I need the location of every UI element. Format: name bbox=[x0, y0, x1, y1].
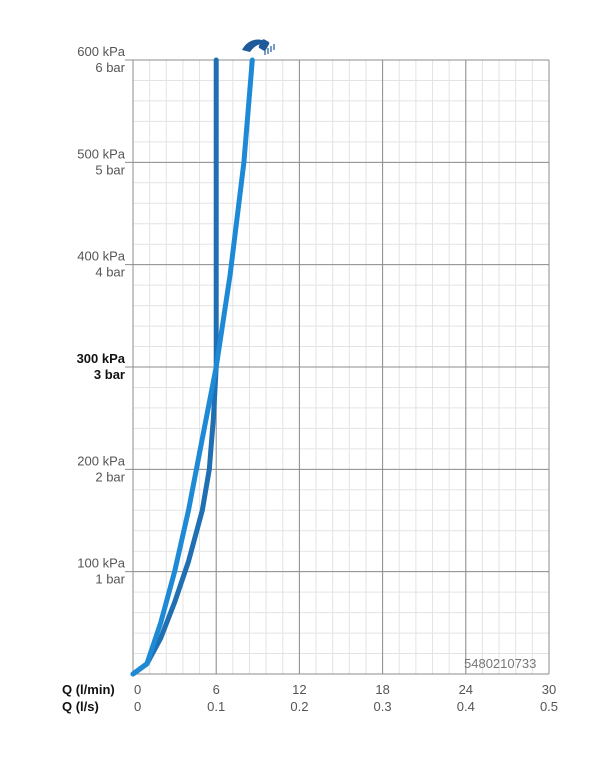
y-tick-label-bar: 2 bar bbox=[95, 469, 125, 484]
y-tick-label-kpa: 600 kPa bbox=[77, 44, 125, 59]
y-tick-label-bar: 3 bar bbox=[94, 367, 125, 382]
x-tick-label-primary: 30 bbox=[542, 682, 556, 697]
x-tick-label-secondary: 0.1 bbox=[207, 699, 225, 714]
y-tick-label-bar: 5 bar bbox=[95, 162, 125, 177]
x-tick-label-secondary: 0.3 bbox=[374, 699, 392, 714]
y-tick-label-bar: 6 bar bbox=[95, 60, 125, 75]
x-tick-label-primary: 0 bbox=[134, 682, 141, 697]
y-tick-label-kpa: 200 kPa bbox=[77, 453, 125, 468]
y-tick-label-kpa: 100 kPa bbox=[77, 556, 125, 571]
y-tick-label-kpa: 300 kPa bbox=[77, 351, 126, 366]
x-tick-label-secondary: 0.4 bbox=[457, 699, 475, 714]
series-layer bbox=[130, 57, 255, 677]
x-tick-label-primary: 6 bbox=[213, 682, 220, 697]
shower-head-icon bbox=[242, 39, 275, 55]
series-line-2 bbox=[130, 57, 255, 677]
x-axis-unit-secondary: Q (l/s) bbox=[62, 699, 99, 714]
x-axis-unit-primary: Q (l/min) bbox=[62, 682, 115, 697]
x-tick-label-primary: 12 bbox=[292, 682, 306, 697]
y-tick-label-kpa: 500 kPa bbox=[77, 146, 125, 161]
y-tick-label-bar: 4 bar bbox=[95, 265, 125, 280]
x-axis-labels: 0 0 6 0.1 12 0.2 18 0.3 24 0.4 30 0.5 bbox=[134, 682, 558, 714]
x-tick-label-secondary: 0.5 bbox=[540, 699, 558, 714]
x-tick-label-secondary: 0.2 bbox=[290, 699, 308, 714]
y-tick-label-bar: 1 bar bbox=[95, 572, 125, 587]
product-code-label: 5480210733 bbox=[464, 656, 536, 671]
x-tick-label-primary: 24 bbox=[459, 682, 473, 697]
y-tick-label-kpa: 400 kPa bbox=[77, 249, 125, 264]
series-line-1 bbox=[130, 57, 219, 677]
x-tick-label-secondary: 0 bbox=[134, 699, 141, 714]
x-tick-label-primary: 18 bbox=[375, 682, 389, 697]
